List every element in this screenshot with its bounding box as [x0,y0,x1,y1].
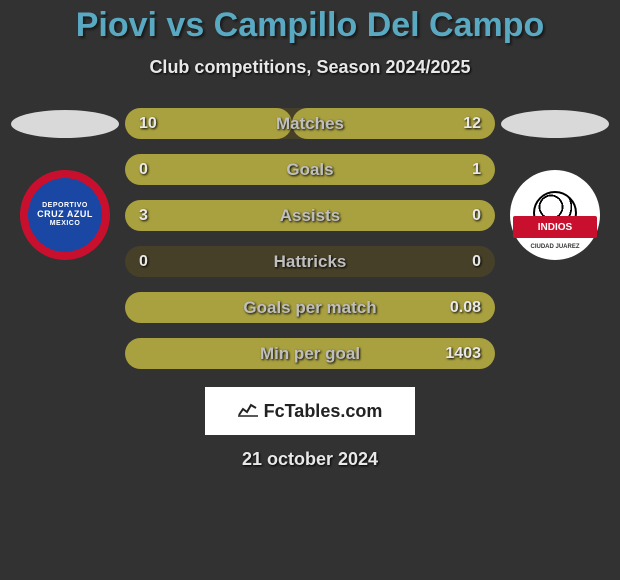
stat-bar: 0Hattricks0 [125,246,495,277]
left-ellipse-icon [11,110,119,138]
right-ellipse-icon [501,110,609,138]
stat-bar: 0Goals1 [125,154,495,185]
bar-label: Hattricks [125,252,495,272]
comparison-row: DEPORTIVO CRUZ AZUL MEXICO 10Matches120G… [0,108,620,369]
right-side: INDIOS CIUDAD JUAREZ [495,108,615,260]
bar-value-right: 1 [472,161,481,179]
left-crest-text-bottom: MEXICO [50,220,81,228]
stat-bar: Min per goal1403 [125,338,495,369]
bar-label: Goals [125,160,495,180]
page-title: Piovi vs Campillo Del Campo [0,6,620,45]
stat-bar: 3Assists0 [125,200,495,231]
bar-value-right: 0.08 [450,299,481,317]
watermark-text: FcTables.com [264,401,383,422]
bar-value-right: 0 [472,207,481,225]
left-side: DEPORTIVO CRUZ AZUL MEXICO [5,108,125,260]
watermark: FcTables.com [205,387,415,435]
bar-value-right: 1403 [445,345,481,363]
bar-label: Assists [125,206,495,226]
left-crest-text-mid: CRUZ AZUL [37,210,93,220]
right-crest-banner: INDIOS [513,216,597,238]
bar-label: Matches [125,114,495,134]
stat-bars: 10Matches120Goals13Assists00Hattricks0Go… [125,108,495,369]
stat-bar: Goals per match0.08 [125,292,495,323]
bar-label: Goals per match [125,298,495,318]
bar-label: Min per goal [125,344,495,364]
bar-value-right: 12 [463,115,481,133]
date-label: 21 october 2024 [0,449,620,470]
right-crest-sub: CIUDAD JUAREZ [530,244,579,250]
subtitle: Club competitions, Season 2024/2025 [0,57,620,78]
infographic-container: Piovi vs Campillo Del Campo Club competi… [0,0,620,470]
stat-bar: 10Matches12 [125,108,495,139]
chart-icon [238,401,258,422]
right-crest-icon: INDIOS CIUDAD JUAREZ [510,170,600,260]
left-crest-icon: DEPORTIVO CRUZ AZUL MEXICO [20,170,110,260]
bar-value-right: 0 [472,253,481,271]
